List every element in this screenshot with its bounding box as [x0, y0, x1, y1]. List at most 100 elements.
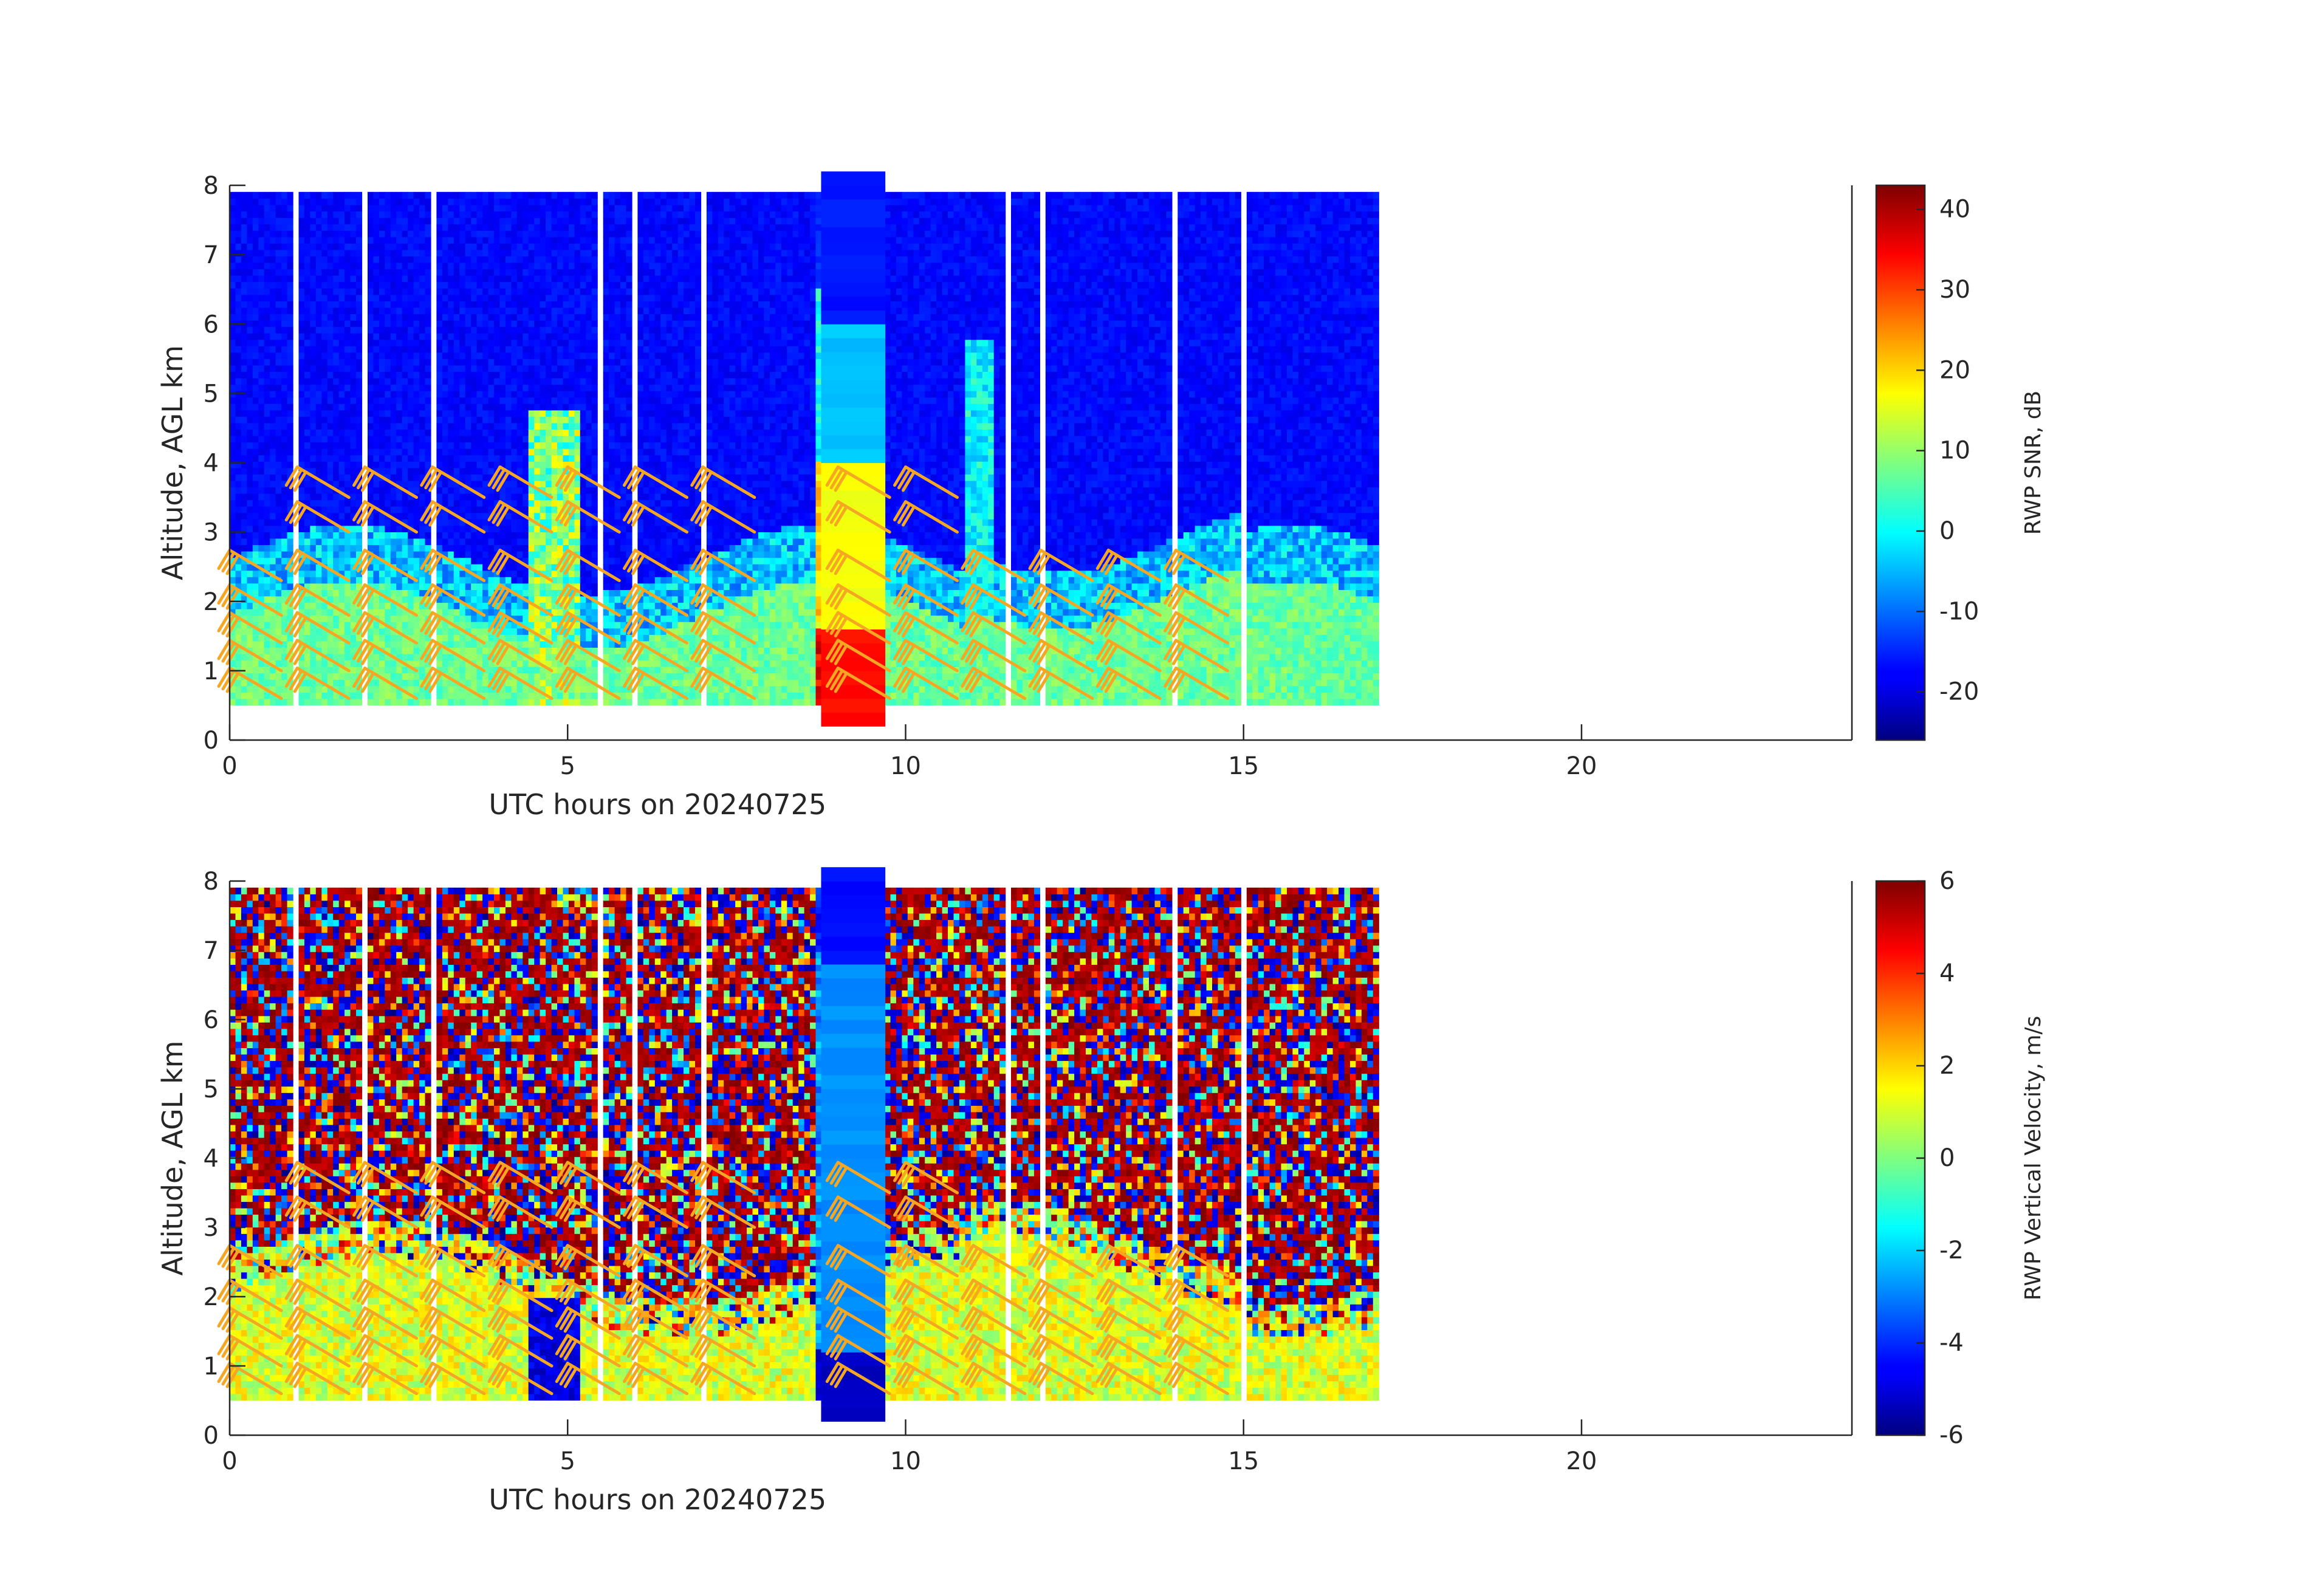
wind-barb [961, 1278, 1027, 1312]
wind-barb [487, 500, 554, 534]
x-tick-label: 10 [890, 752, 921, 780]
heatmap-column [1275, 887, 1282, 1401]
wind-barb [690, 1306, 756, 1340]
heatmap-column [408, 887, 414, 1401]
heatmap-column [764, 191, 770, 705]
wind-barb [893, 611, 959, 645]
heatmap-column [247, 191, 253, 705]
heatmap-column [1315, 887, 1322, 1401]
wind-barb [623, 1306, 688, 1340]
heatmap-column [1114, 191, 1121, 705]
heatmap-column [1350, 191, 1357, 705]
wind-barb [690, 583, 756, 617]
heatmap-column [752, 887, 759, 1401]
heatmap-column [804, 191, 811, 705]
heatmap-column [338, 887, 345, 1401]
wind-barb [893, 1244, 959, 1278]
wind-barb [825, 583, 891, 617]
colorbar-tick-label: 20 [1939, 356, 1970, 384]
y-axis-label: Altitude, AGL km [156, 345, 189, 580]
wind-barb [1164, 1278, 1229, 1312]
heatmap-column [626, 887, 632, 1401]
heatmap-column [1367, 191, 1374, 705]
wind-barb [420, 1161, 486, 1195]
heatmap-column [804, 887, 811, 1401]
heatmap-column [1045, 191, 1052, 705]
wind-barb [1164, 583, 1229, 617]
wind-barb [690, 549, 756, 583]
heatmap-column [1344, 191, 1351, 705]
heatmap-column [465, 191, 471, 705]
heatmap-column [373, 887, 380, 1401]
heatmap-column [810, 887, 817, 1401]
wind-barb [893, 465, 959, 499]
heatmap-column [654, 191, 661, 705]
heatmap-column [379, 191, 385, 705]
wind-barb [961, 1306, 1027, 1340]
heatmap-column [258, 191, 265, 705]
heatmap-column [1309, 191, 1316, 705]
heatmap-column [718, 887, 724, 1401]
heatmap-column [247, 887, 253, 1401]
heatmap-column [815, 191, 822, 705]
wind-barb [284, 1278, 351, 1312]
heatmap-column [660, 191, 667, 705]
heatmap-column [327, 887, 334, 1401]
wind-barb [420, 639, 486, 673]
heatmap-column [948, 887, 955, 1401]
x-tick-label: 10 [890, 1447, 921, 1475]
y-tick-label: 0 [204, 1422, 219, 1450]
wind-barb [1095, 583, 1162, 617]
heatmap-column [1074, 191, 1081, 705]
heatmap-column [1126, 887, 1133, 1401]
colorbar-tick-label: -2 [1939, 1237, 1964, 1264]
colorbar-tick-label: -20 [1939, 678, 1979, 706]
heatmap-column [936, 887, 943, 1401]
wind-barbs [217, 1161, 1229, 1396]
wind-barb [284, 583, 351, 617]
wind-barb [893, 583, 959, 617]
wind-barb [1095, 639, 1162, 673]
wind-barb [487, 1244, 554, 1278]
wind-barb [420, 611, 486, 645]
heatmap-column [747, 887, 753, 1401]
colorbar-label: RWP Vertical Velocity, m/s [2021, 1016, 2046, 1301]
wind-barb [623, 1362, 688, 1396]
heatmap-column [1252, 887, 1259, 1401]
wind-barb [420, 1244, 486, 1278]
colorbar-tick-label: 0 [1939, 1144, 1955, 1172]
heatmap-column [1361, 191, 1368, 705]
wind-barb [1028, 1334, 1094, 1368]
wind-barb [352, 465, 418, 499]
heatmap-column [1206, 191, 1213, 705]
heatmap-column [948, 191, 955, 705]
heatmap-column [1339, 887, 1345, 1401]
heatmap-column [1086, 887, 1092, 1401]
heatmap-column [1298, 191, 1304, 705]
heatmap-column [1223, 191, 1230, 705]
heatmap-column [1131, 191, 1138, 705]
wind-barb [284, 1195, 351, 1229]
heatmap-column [1309, 887, 1316, 1401]
heatmap-column [1235, 887, 1241, 1401]
heatmap-column [798, 887, 805, 1401]
heatmap-column [666, 191, 673, 705]
x-tick-label: 20 [1566, 752, 1597, 780]
heatmap-column [310, 191, 317, 705]
heatmap-column [1287, 191, 1294, 705]
colorbar: -6 -4 -2 0 2 4 6 RWP Vertical Velocity, m/s [1875, 867, 2046, 1449]
heatmap-column [442, 191, 448, 705]
wind-barb [1095, 1306, 1162, 1340]
wind-barb [284, 465, 351, 499]
wind-barb [825, 1334, 891, 1368]
heatmap-column [1011, 887, 1018, 1401]
heatmap-column [609, 191, 615, 705]
heatmap-column [684, 887, 690, 1401]
heatmap-column [315, 887, 322, 1401]
y-tick-label: 1 [204, 657, 219, 685]
colorbar-tick-label: 6 [1939, 867, 1955, 895]
heatmap-column [373, 191, 380, 705]
heatmap-column [1350, 887, 1357, 1401]
heatmap-column [706, 887, 713, 1401]
heatmap-column [557, 191, 564, 705]
